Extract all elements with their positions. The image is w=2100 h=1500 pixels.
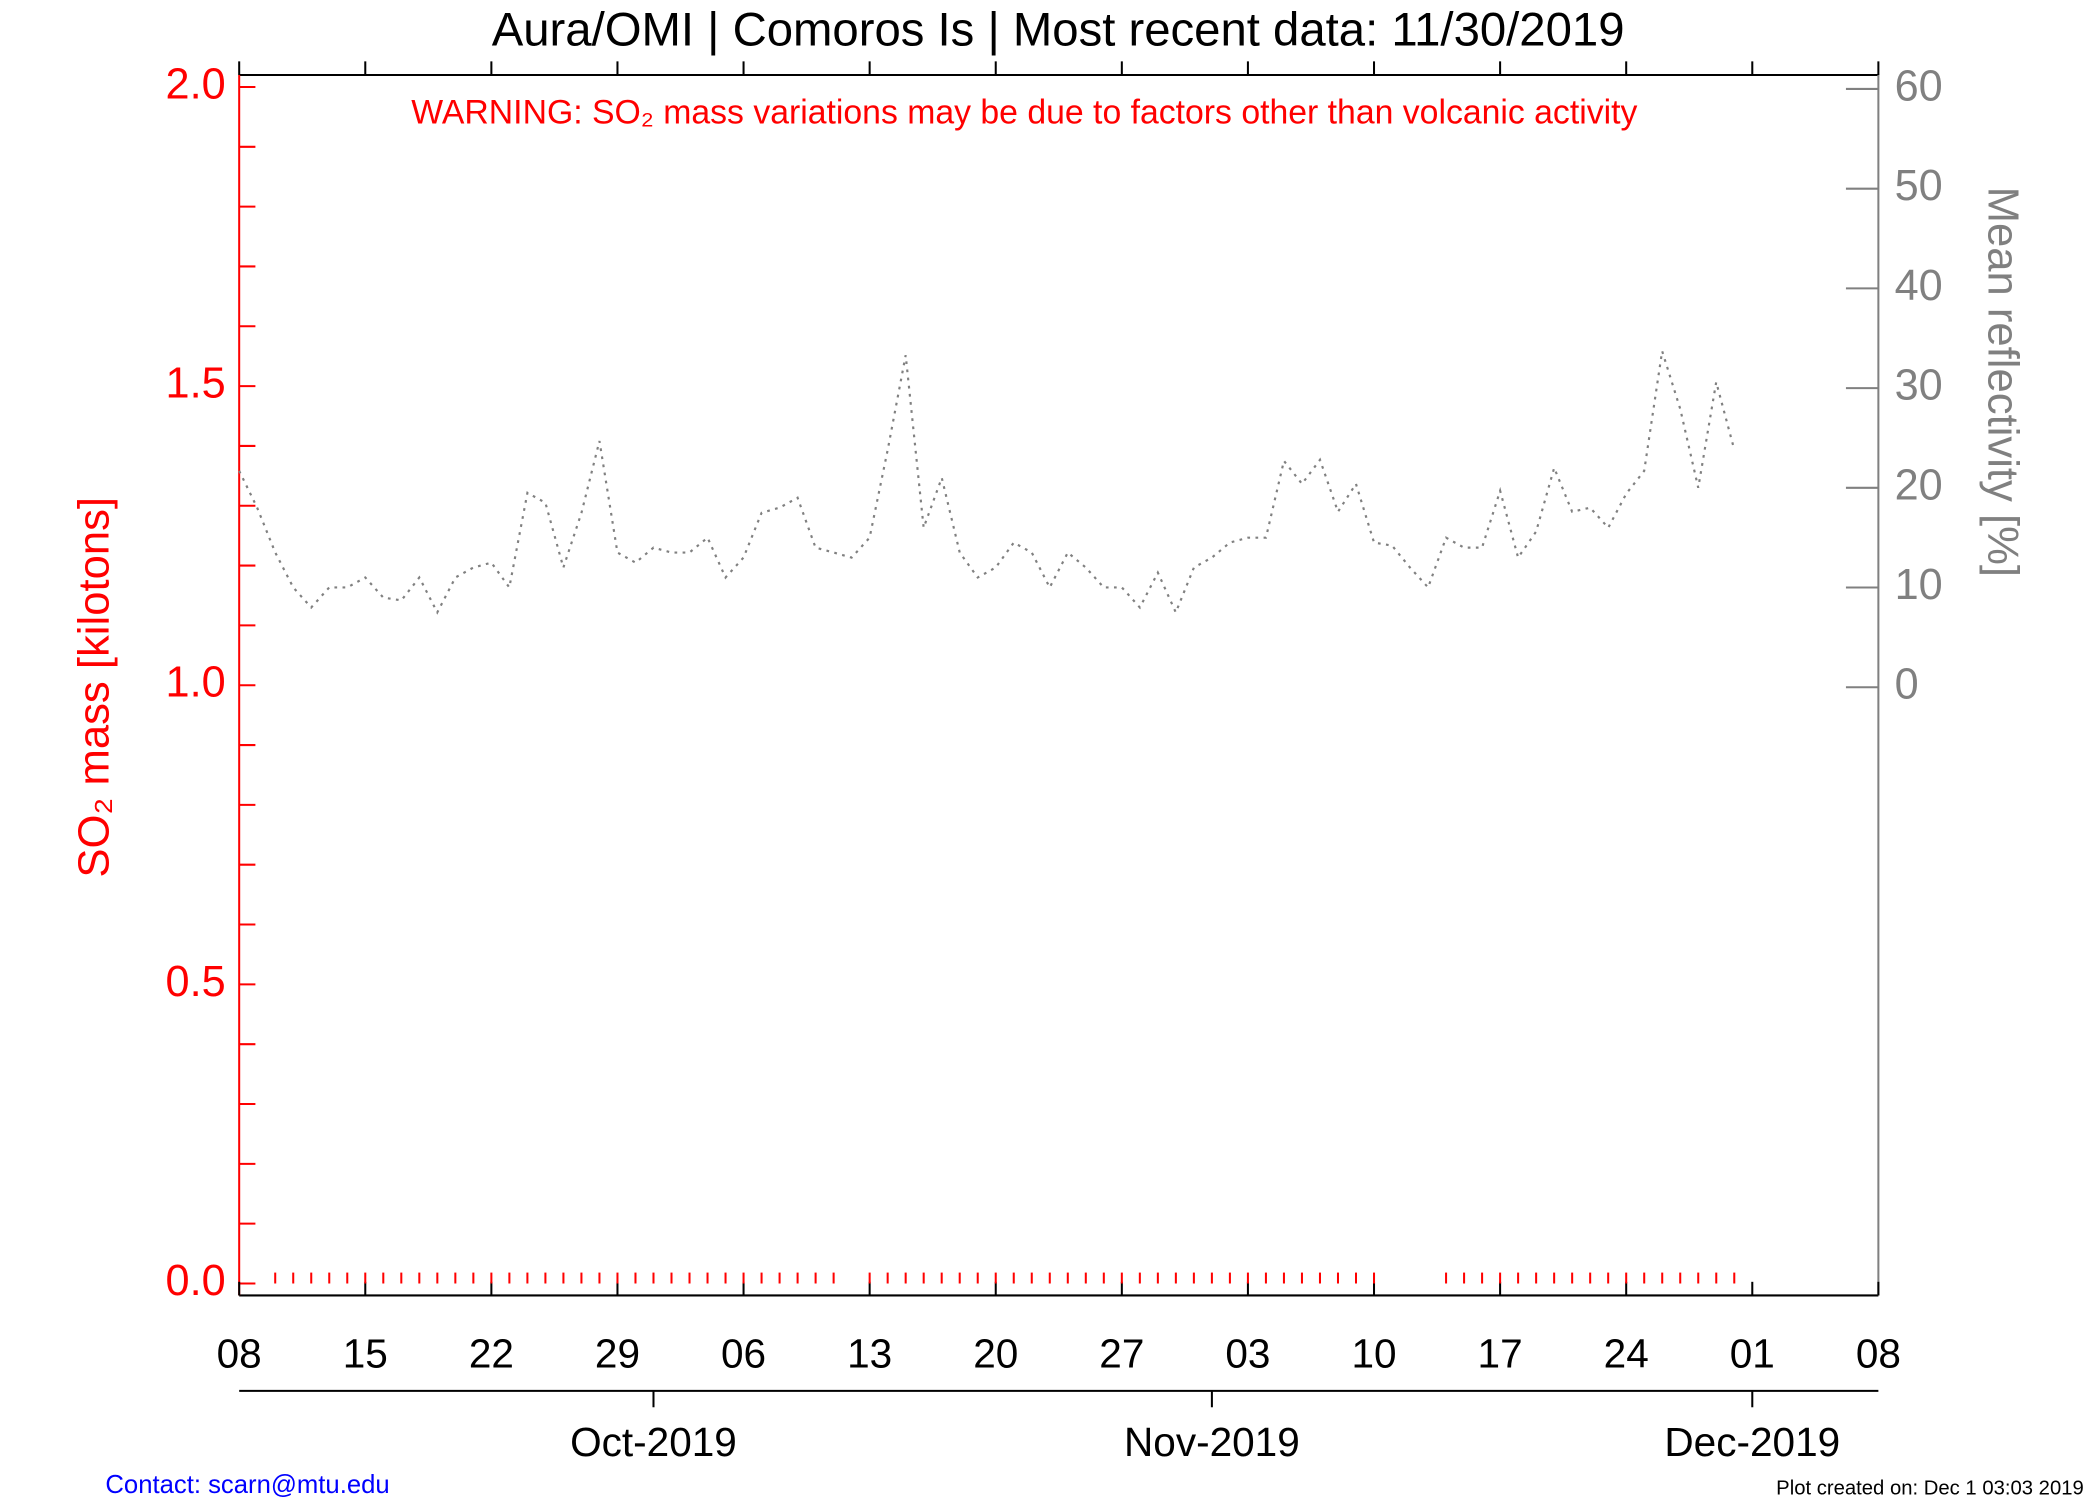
y-tick-label: 2.0	[166, 60, 226, 108]
y-tick-label: 0.0	[166, 1257, 226, 1305]
x-tick-label: 29	[595, 1330, 640, 1376]
y-axis-label: SO₂ mass [kilotons]	[71, 497, 119, 878]
y-tick-label: 0.5	[166, 958, 226, 1006]
x-tick-label: 08	[217, 1330, 262, 1376]
x-tick-label: 27	[1099, 1330, 1144, 1376]
y2-tick-label: 10	[1895, 561, 1943, 609]
x-tick-label: 22	[469, 1330, 514, 1376]
x-tick-label: 08	[1856, 1330, 1901, 1376]
reflectivity-line	[238, 350, 1736, 616]
y2-tick-label: 20	[1895, 461, 1943, 509]
y2-axis-label: Mean reflectivity [%]	[1979, 187, 2027, 577]
y2-tick-label: 50	[1895, 162, 1943, 210]
y2-tick-label: 30	[1895, 361, 1943, 409]
x-tick-label: 01	[1730, 1330, 1775, 1376]
contact: Contact: scarn@mtu.edu	[105, 1471, 389, 1499]
y2-tick-label: 0	[1895, 661, 1919, 709]
x-tick-label: 06	[721, 1330, 766, 1376]
y-tick-label: 1.0	[166, 659, 226, 707]
y-tick-label: 1.5	[166, 359, 226, 407]
x-tick-label: 13	[847, 1330, 892, 1376]
x-tick-label: 17	[1478, 1330, 1523, 1376]
x-tick-label: 24	[1604, 1330, 1649, 1376]
x-tick-label: 20	[973, 1330, 1018, 1376]
month-label: Dec-2019	[1664, 1419, 1840, 1465]
warning: WARNING: SO₂ mass variations may be due …	[411, 93, 1637, 131]
month-label: Nov-2019	[1124, 1419, 1300, 1465]
x-tick-label: 03	[1225, 1330, 1270, 1376]
y2-tick-label: 60	[1895, 62, 1943, 110]
x-tick-label: 10	[1351, 1330, 1396, 1376]
chart-title: Aura/OMI | Comoros Is | Most recent data…	[492, 3, 1625, 56]
month-label: Oct-2019	[570, 1419, 737, 1465]
plot-created: Plot created on: Dec 1 03:03 2019	[1776, 1477, 2084, 1499]
x-tick-label: 15	[343, 1330, 388, 1376]
y2-tick-label: 40	[1895, 262, 1943, 310]
